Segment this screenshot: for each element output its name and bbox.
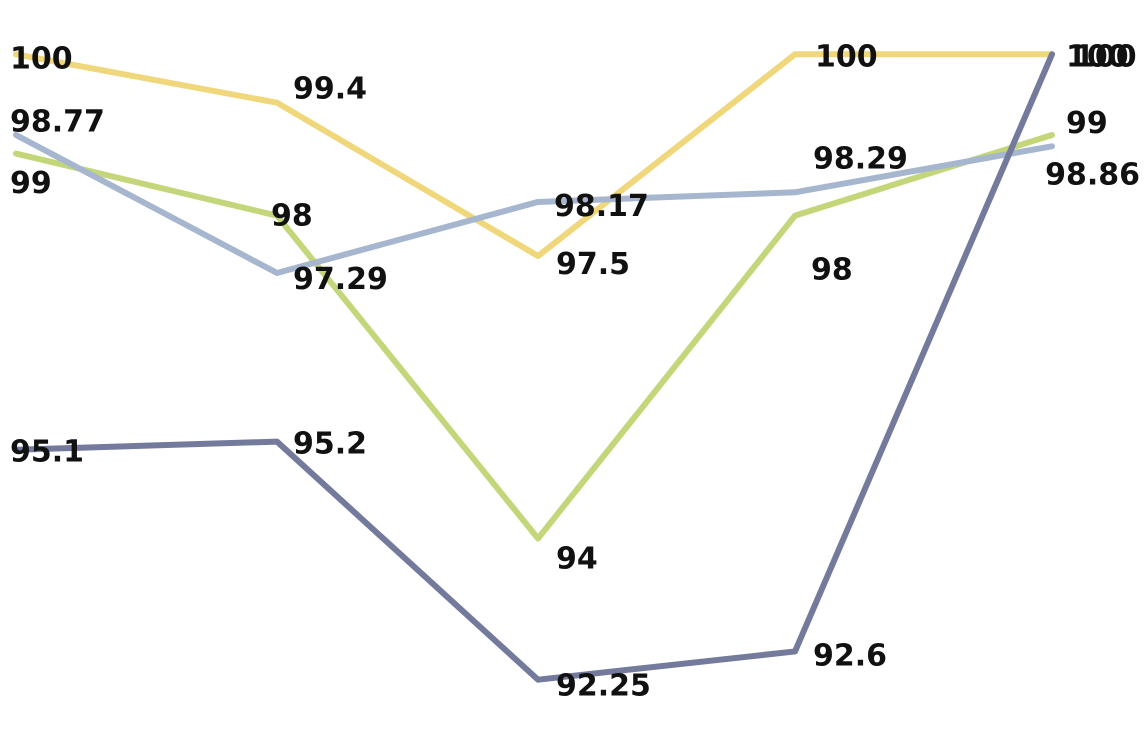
series-lines xyxy=(13,51,1055,683)
data-label: 95.2 xyxy=(293,427,367,462)
data-label: 92.25 xyxy=(556,669,651,704)
data-label: 98.17 xyxy=(554,189,649,224)
data-label: 98 xyxy=(271,199,313,234)
data-label: 98.29 xyxy=(813,141,908,176)
data-label: 99 xyxy=(1066,106,1108,141)
data-label: 100 xyxy=(1066,39,1129,74)
series-line-1 xyxy=(13,51,1055,260)
data-label: 95.1 xyxy=(10,435,84,470)
data-label: 97.5 xyxy=(556,247,630,282)
data-label: 99 xyxy=(10,166,52,201)
data-label: 100 xyxy=(1074,39,1137,74)
data-label: 97.29 xyxy=(293,262,388,297)
data-label: 92.6 xyxy=(813,638,887,673)
data-label: 98.86 xyxy=(1045,157,1140,192)
data-label: 98.77 xyxy=(10,105,105,140)
data-label: 99.4 xyxy=(293,72,367,107)
data-label: 94 xyxy=(556,541,598,576)
series-line-2 xyxy=(13,131,1055,542)
data-label: 100 xyxy=(10,41,73,76)
series-line-4 xyxy=(13,51,1055,683)
data-label: 98 xyxy=(811,253,853,288)
data-label: 100 xyxy=(815,39,878,74)
series-line-3 xyxy=(13,131,1055,276)
